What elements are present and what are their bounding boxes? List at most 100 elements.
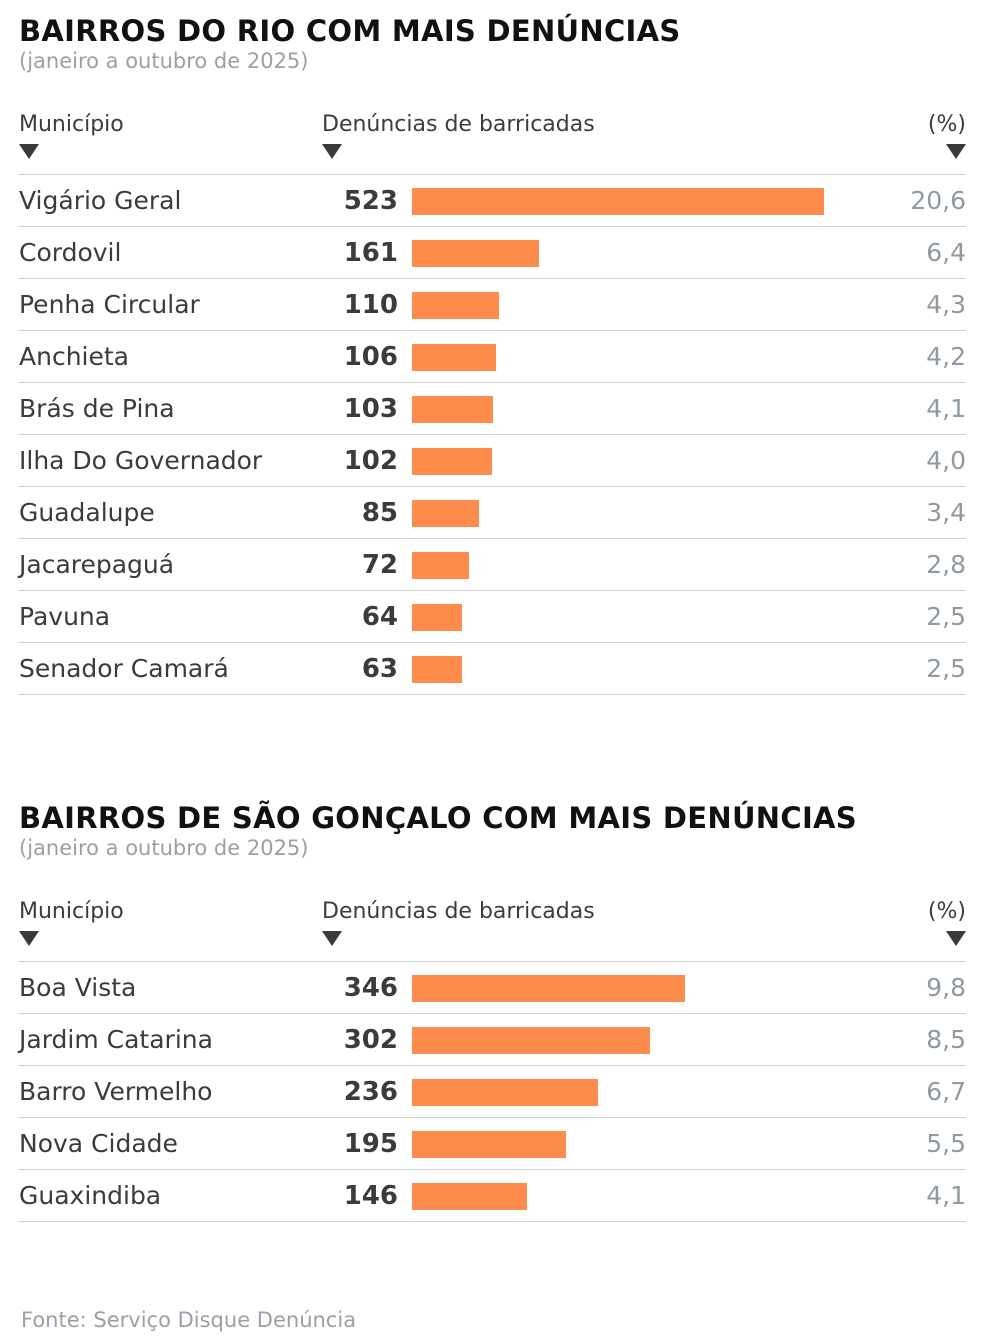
row-value-label: 302 — [343, 1025, 398, 1055]
table-row: Brás de Pina 103 4,1 — [19, 383, 966, 435]
row-value-label: 72 — [361, 550, 398, 580]
table-row: Jacarepaguá 72 2,8 — [19, 539, 966, 591]
bar — [412, 500, 479, 527]
row-percent: 3,4 — [926, 498, 966, 527]
row-percent: 2,5 — [926, 602, 966, 631]
sort-arrow-icon — [946, 931, 966, 946]
row-value-label: 110 — [343, 290, 398, 320]
table-row: Senador Camará 63 2,5 — [19, 643, 966, 695]
bar — [412, 656, 462, 683]
bar — [412, 1183, 527, 1210]
table-row: Penha Circular 110 4,3 — [19, 279, 966, 331]
row-name: Cordovil — [19, 238, 122, 267]
row-name: Boa Vista — [19, 973, 137, 1002]
sort-arrow-icon — [19, 931, 39, 946]
row-name: Vigário Geral — [19, 186, 182, 215]
row-name: Jardim Catarina — [19, 1025, 213, 1054]
row-value-label: 106 — [343, 342, 398, 372]
row-name: Guaxindiba — [19, 1181, 162, 1210]
chart-title: BAIRROS DE SÃO GONÇALO COM MAIS DENÚNCIA… — [19, 801, 857, 835]
bar — [412, 344, 496, 371]
bar — [412, 552, 469, 579]
table-row: Pavuna 64 2,5 — [19, 591, 966, 643]
header-municipio-label: Município — [19, 899, 124, 924]
row-percent: 2,5 — [926, 654, 966, 683]
sort-arrow-icon — [19, 144, 39, 159]
column-headers: Município Denúncias de barricadas (%) — [19, 112, 966, 174]
row-value-label: 346 — [343, 973, 398, 1003]
row-percent: 6,7 — [926, 1077, 966, 1106]
row-name: Jacarepaguá — [19, 550, 175, 579]
row-percent: 4,0 — [926, 446, 966, 475]
row-percent: 20,6 — [910, 186, 966, 215]
table-row: Cordovil 161 6,4 — [19, 227, 966, 279]
row-value-label: 85 — [361, 498, 398, 528]
bar — [412, 975, 685, 1002]
row-name: Nova Cidade — [19, 1129, 178, 1158]
row-value-label: 195 — [343, 1129, 398, 1159]
chart-subtitle: (janeiro a outubro de 2025) — [19, 836, 309, 860]
chart-sao-goncalo: BAIRROS DE SÃO GONÇALO COM MAIS DENÚNCIA… — [19, 801, 966, 1222]
bar — [412, 604, 462, 631]
header-municipio: Município — [19, 112, 124, 159]
row-percent: 8,5 — [926, 1025, 966, 1054]
row-value-label: 236 — [343, 1077, 398, 1107]
header-percent-label: (%) — [927, 899, 966, 924]
header-denuncias: Denúncias de barricadas — [322, 112, 595, 159]
header-percent-label: (%) — [927, 112, 966, 137]
row-percent: 2,8 — [926, 550, 966, 579]
row-percent: 4,1 — [926, 394, 966, 423]
header-municipio-label: Município — [19, 112, 124, 137]
table-row: Boa Vista 346 9,8 — [19, 962, 966, 1014]
table-row: Anchieta 106 4,2 — [19, 331, 966, 383]
row-value-label: 102 — [343, 446, 398, 476]
table-row: Guadalupe 85 3,4 — [19, 487, 966, 539]
chart-rows: Vigário Geral 523 20,6 Cordovil 161 6,4 Penha … — [19, 174, 966, 695]
row-percent: 5,5 — [926, 1129, 966, 1158]
sort-arrow-icon — [322, 144, 342, 159]
row-value-label: 146 — [343, 1181, 398, 1211]
table-row: Vigário Geral 523 20,6 — [19, 175, 966, 227]
chart-rows: Boa Vista 346 9,8 Jardim Catarina 302 8,5 Barr… — [19, 961, 966, 1222]
row-percent: 6,4 — [926, 238, 966, 267]
row-name: Anchieta — [19, 342, 129, 371]
bar — [412, 396, 493, 423]
row-name: Ilha Do Governador — [19, 446, 263, 475]
bar — [412, 448, 492, 475]
sort-arrow-icon — [322, 931, 342, 946]
header-municipio: Município — [19, 899, 124, 946]
bar — [412, 1131, 566, 1158]
source-note: Fonte: Serviço Disque Denúncia — [21, 1308, 357, 1332]
header-denuncias: Denúncias de barricadas — [322, 899, 595, 946]
row-percent: 4,1 — [926, 1181, 966, 1210]
row-name: Penha Circular — [19, 290, 200, 319]
table-row: Ilha Do Governador 102 4,0 — [19, 435, 966, 487]
sort-arrow-icon — [946, 144, 966, 159]
table-row: Barro Vermelho 236 6,7 — [19, 1066, 966, 1118]
bar — [412, 1027, 650, 1054]
table-row: Jardim Catarina 302 8,5 — [19, 1014, 966, 1066]
row-value-label: 161 — [343, 238, 398, 268]
row-value-label: 103 — [343, 394, 398, 424]
header-denuncias-label: Denúncias de barricadas — [322, 112, 595, 137]
row-name: Pavuna — [19, 602, 111, 631]
table-row: Nova Cidade 195 5,5 — [19, 1118, 966, 1170]
row-percent: 4,2 — [926, 342, 966, 371]
bar — [412, 188, 824, 215]
bar — [412, 292, 499, 319]
chart-title: BAIRROS DO RIO COM MAIS DENÚNCIAS — [19, 14, 681, 48]
row-name: Senador Camará — [19, 654, 229, 683]
row-value-label: 523 — [343, 186, 398, 216]
row-value-label: 64 — [361, 602, 398, 632]
chart-rio: BAIRROS DO RIO COM MAIS DENÚNCIAS (janei… — [19, 14, 966, 695]
row-name: Guadalupe — [19, 498, 155, 527]
row-name: Brás de Pina — [19, 394, 175, 423]
header-percent: (%) — [928, 112, 966, 159]
row-value-label: 63 — [361, 654, 398, 684]
bar — [412, 1079, 598, 1106]
chart-subtitle: (janeiro a outubro de 2025) — [19, 49, 309, 73]
header-denuncias-label: Denúncias de barricadas — [322, 899, 595, 924]
row-name: Barro Vermelho — [19, 1077, 213, 1106]
table-row: Guaxindiba 146 4,1 — [19, 1170, 966, 1222]
row-percent: 4,3 — [926, 290, 966, 319]
